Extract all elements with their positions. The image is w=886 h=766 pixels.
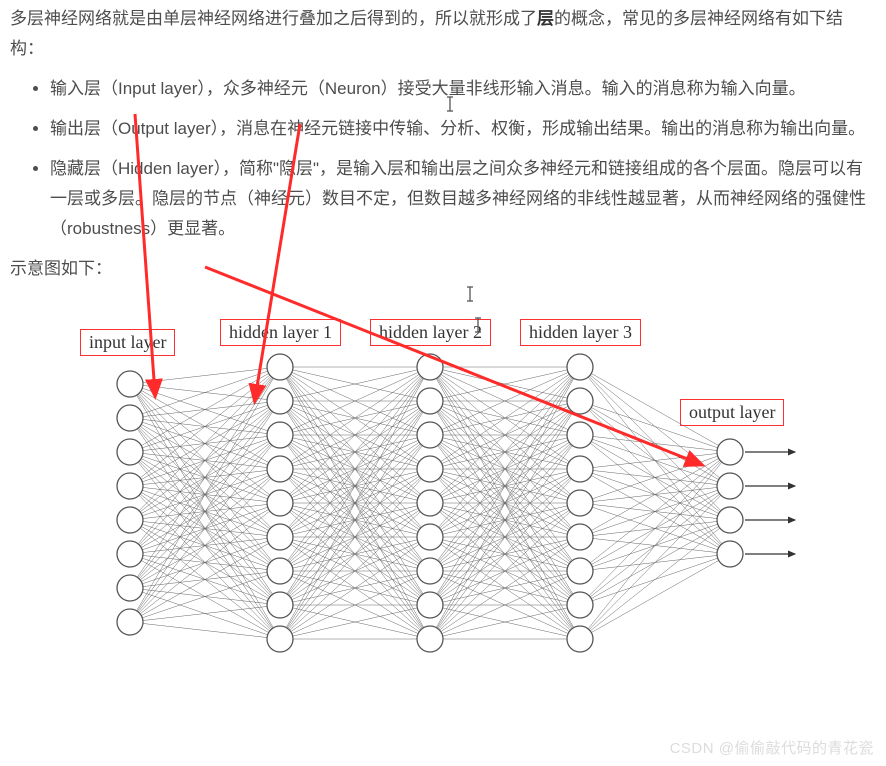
csdn-watermark: CSDN @偷偷敲代码的青花瓷 [670, 737, 874, 758]
output-layer-label: output layer [680, 399, 784, 426]
hidden-layer-1-label: hidden layer 1 [220, 319, 341, 346]
intro-paragraph: 多层神经网络就是由单层神经网络进行叠加之后得到的，所以就形成了层的概念，常见的多… [10, 4, 876, 64]
layer-list: 输入层（Input layer），众多神经元（Neuron）接受大量非线形输入消… [10, 74, 876, 244]
bullet-input-layer: 输入层（Input layer），众多神经元（Neuron）接受大量非线形输入消… [50, 74, 876, 104]
input-layer-label: input layer [80, 329, 175, 356]
bullet-output-layer: 输出层（Output layer），消息在神经元链接中传输、分析、权衡，形成输出… [50, 114, 876, 144]
intro-before: 多层神经网络就是由单层神经网络进行叠加之后得到的，所以就形成了 [10, 9, 537, 28]
intro-bold: 层 [537, 9, 554, 28]
page: 多层神经网络就是由单层神经网络进行叠加之后得到的，所以就形成了层的概念，常见的多… [0, 4, 886, 766]
diagram-caption: 示意图如下： [10, 254, 876, 284]
bullet-hidden-layer: 隐藏层（Hidden layer），简称"隐层"，是输入层和输出层之间众多神经元… [50, 154, 876, 244]
diagram-container: input layer hidden layer 1 hidden layer … [10, 284, 876, 699]
hidden-layer-2-label: hidden layer 2 [370, 319, 491, 346]
hidden-layer-3-label: hidden layer 3 [520, 319, 641, 346]
